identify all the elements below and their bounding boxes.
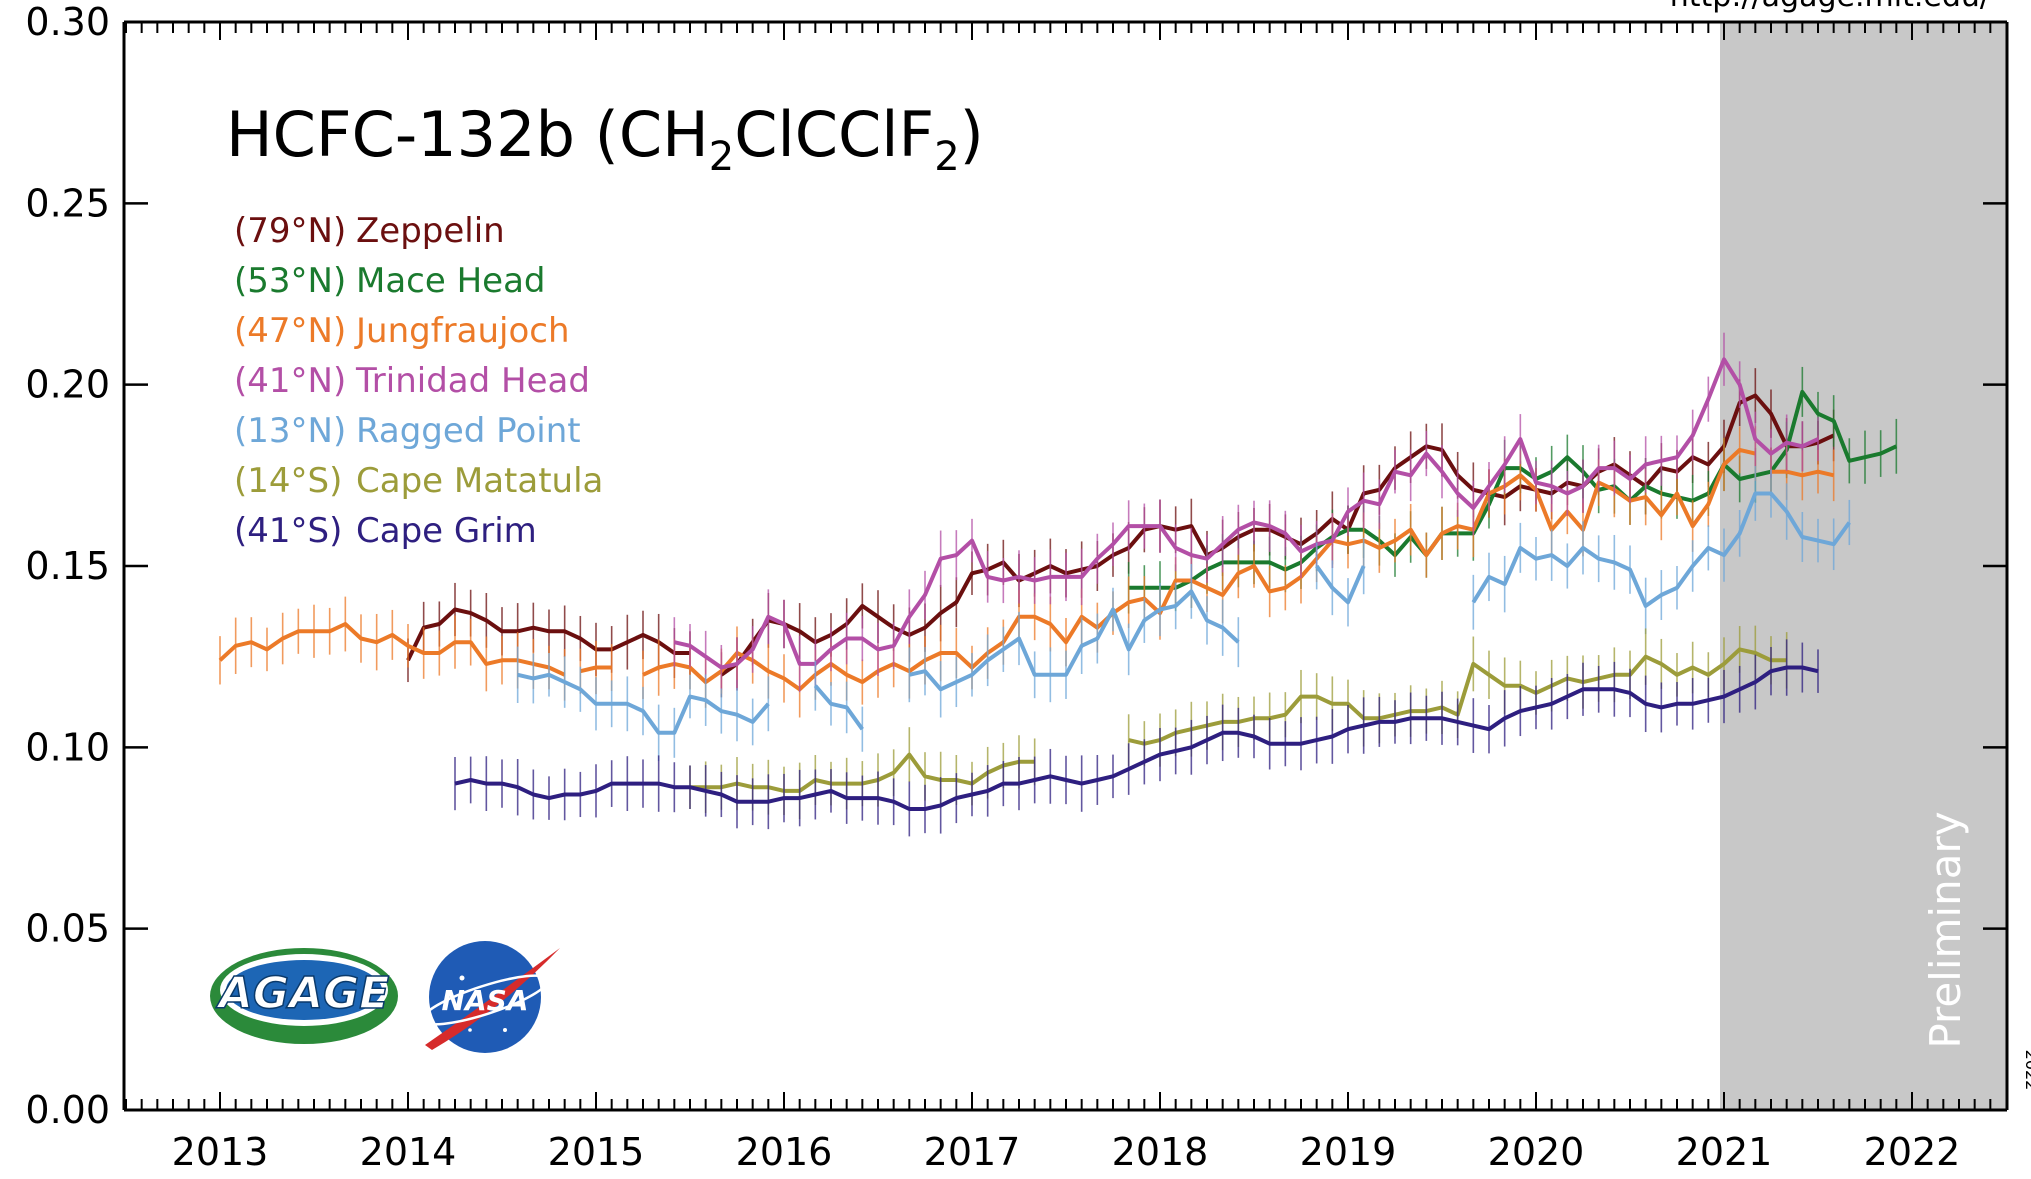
agage-logo-inner <box>226 960 382 1020</box>
series-line-jungfraujoch <box>642 447 1756 692</box>
x-tick-label: 2022 <box>1864 1130 1961 1174</box>
preliminary-region <box>1720 22 2007 1110</box>
y-tick-label: 0.10 <box>25 725 110 769</box>
series-line-jungfraujoch <box>1771 469 1835 478</box>
legend-entry: Jungfraujoch <box>354 311 570 351</box>
legend-entry: Zeppelin <box>356 211 505 251</box>
series-lines <box>218 332 1898 837</box>
x-tick-label: 2016 <box>736 1130 833 1174</box>
series-line-jungfraujoch <box>218 622 566 677</box>
x-tick-label: 2018 <box>1112 1130 1209 1174</box>
agage-logo-text: AGAGE <box>216 968 389 1019</box>
y-tick-label: 0.20 <box>25 363 110 407</box>
legend-entry: Mace Head <box>356 261 546 301</box>
legend-latitude: (53°N) <box>234 261 346 301</box>
nasa-logo-text: NASA <box>442 984 529 1017</box>
x-tick-label: 2014 <box>360 1130 457 1174</box>
legend-entry: Ragged Point <box>356 411 581 451</box>
series-line-ragged-point <box>1315 564 1366 605</box>
series-line-ragged-point <box>908 589 1240 692</box>
x-tick-label: 2021 <box>1676 1130 1773 1174</box>
legend-latitude: (13°N) <box>234 411 346 451</box>
y-tick-label: 0.30 <box>25 0 110 44</box>
series-line-ragged-point <box>1471 491 1851 608</box>
series-line-zeppelin <box>406 607 690 662</box>
y-tick-label: 0.25 <box>25 181 110 225</box>
legend-latitude: (79°N) <box>234 211 346 251</box>
legend-entry: Cape Grim <box>356 511 537 551</box>
y-tick-label: 0.15 <box>25 544 110 588</box>
x-tick-label: 2020 <box>1488 1130 1585 1174</box>
nasa-logo: NASA <box>420 941 560 1053</box>
x-tick-label: 2017 <box>924 1130 1021 1174</box>
side-note: 2022 <box>2022 1050 2031 1091</box>
title-sub2: 2 <box>934 134 959 180</box>
series-line-zeppelin <box>720 393 1835 677</box>
x-tick-label: 2013 <box>172 1130 269 1174</box>
title-mid: ClCClF <box>734 98 934 171</box>
series-line-cape-grim <box>454 665 1819 811</box>
y-tick-label: 0.05 <box>25 907 110 951</box>
nasa-logo-star <box>503 1028 507 1032</box>
nasa-logo-star <box>459 975 465 981</box>
nasa-logo-swoosh <box>425 948 560 1050</box>
nasa-logo-star <box>468 1028 472 1032</box>
series-line-mace-head <box>1128 389 1898 590</box>
legend-latitude: (14°S) <box>234 461 342 501</box>
preliminary-label: Preliminary <box>1921 811 1970 1048</box>
x-tick-label: 2015 <box>548 1130 645 1174</box>
y-axis-ticks: 0.00 0.05 0.10 0.15 0.20 0.25 0.30 <box>25 0 2007 1132</box>
x-axis-ticks: 2013 2014 2015 2016 2017 2018 2019 2020 2021 2022 <box>125 22 1992 1174</box>
x-tick-label: 2019 <box>1300 1130 1397 1174</box>
series-line-jungfraujoch <box>579 665 612 674</box>
series-line-ragged-point <box>517 672 770 735</box>
legend-latitude: (41°S) <box>234 511 342 551</box>
legend: (79°N) Zeppelin(53°N) Mace Head(47°N) Jungf… <box>234 211 603 551</box>
title-end: ) <box>960 98 984 171</box>
nasa-logo-orbit <box>420 974 550 1026</box>
title-sub1: 2 <box>709 134 734 180</box>
y-tick-label: 0.00 <box>25 1088 110 1132</box>
legend-latitude: (47°N) <box>234 311 346 351</box>
series-line-trinidad-head <box>673 357 1819 670</box>
series-line-ragged-point <box>813 684 864 731</box>
legend-entry: Trinidad Head <box>355 361 590 401</box>
legend-entry: Cape Matatula <box>356 461 603 501</box>
legend-latitude: (41°N) <box>234 361 346 401</box>
chart-title: HCFC-132b (CH2ClCClF2) <box>226 98 984 180</box>
agage-logo: AGAGE <box>210 948 398 1044</box>
header-url[interactable]: http://agage.mit.edu/ <box>1670 0 1991 14</box>
title-main: HCFC-132b (CH <box>226 98 709 171</box>
